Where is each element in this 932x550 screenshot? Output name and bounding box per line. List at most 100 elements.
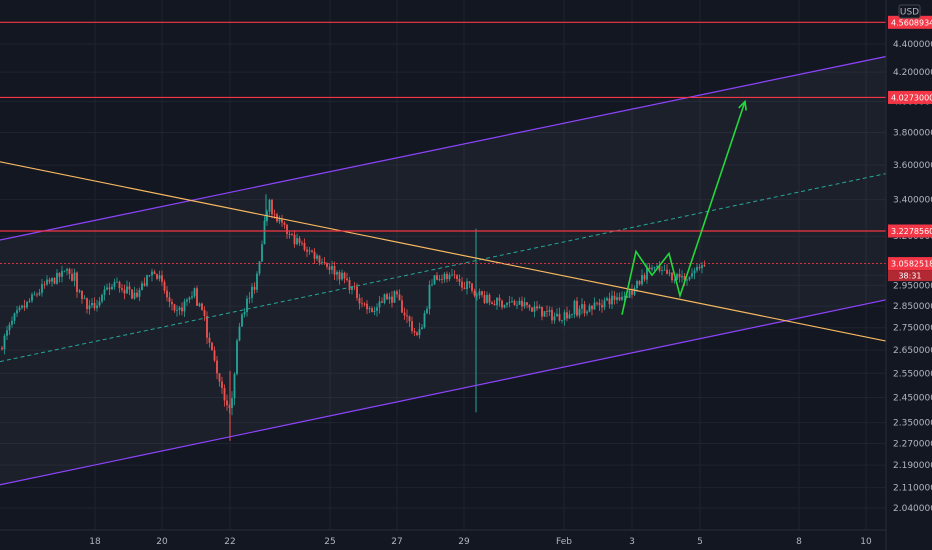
candle-body <box>493 304 496 306</box>
channel-upper-line[interactable] <box>0 55 887 241</box>
currency-box[interactable] <box>898 4 921 19</box>
candle-body <box>466 281 468 290</box>
candle-body <box>113 282 116 287</box>
candle-body <box>446 273 448 280</box>
candle-body <box>356 286 358 298</box>
projection-path[interactable] <box>621 99 747 315</box>
candle-body <box>136 292 138 297</box>
candle-body <box>148 275 151 277</box>
time-tick-label: 25 <box>324 537 335 547</box>
candle-body <box>368 308 371 310</box>
candle-body <box>568 314 571 319</box>
candle-body <box>698 267 701 269</box>
channel-lower-line[interactable] <box>0 299 887 486</box>
candle-body <box>391 296 393 303</box>
candle-body <box>398 294 401 301</box>
candle-body <box>1 347 3 350</box>
candle-body <box>408 316 411 322</box>
time-tick-label: 20 <box>156 537 168 547</box>
level-tag: 4.0273000 <box>891 93 932 102</box>
candle-body <box>521 300 523 307</box>
candle-body <box>108 287 111 290</box>
level-tag-bg <box>888 15 932 29</box>
candle-body <box>28 300 31 302</box>
candle-body <box>243 312 246 315</box>
candle-body <box>248 297 251 299</box>
candle-body <box>693 270 696 274</box>
candle-body <box>6 330 8 336</box>
candle-body <box>213 350 216 361</box>
candle-body <box>203 310 206 317</box>
candle-body <box>73 272 76 281</box>
candle-body <box>541 306 543 317</box>
candle-body <box>551 310 553 321</box>
candle-body <box>653 266 656 268</box>
candle-body <box>341 272 343 280</box>
candle-body <box>623 296 626 297</box>
candle-body <box>288 234 291 235</box>
candle-body <box>616 297 618 300</box>
candle-body <box>226 400 228 406</box>
price-tick-label: 4.2000000 <box>893 68 932 78</box>
candle-body <box>313 251 316 259</box>
candle-body <box>258 261 261 274</box>
time-tick-label: 5 <box>697 537 703 547</box>
candle-body <box>338 271 341 280</box>
candle-body <box>411 321 413 331</box>
candle-body <box>473 290 476 296</box>
candle-body <box>443 273 446 280</box>
time-tick-label: 8 <box>796 537 802 547</box>
candle-body <box>223 388 226 401</box>
candle-body <box>571 314 573 316</box>
candle-body <box>588 305 591 312</box>
trendline[interactable] <box>0 161 887 342</box>
candle-body <box>666 269 668 274</box>
candle-body <box>526 302 528 306</box>
candle-body <box>281 219 283 223</box>
candle-body <box>403 312 406 316</box>
time-axis[interactable]: 18 20 22 25 27 29 Feb 3 5 8 10 <box>89 537 872 547</box>
candle-body <box>231 398 233 409</box>
candle-body <box>301 242 303 244</box>
candle-body <box>441 279 443 280</box>
candle-body <box>393 291 396 303</box>
candle-body <box>686 279 688 281</box>
candle-body <box>98 301 101 306</box>
candle-body <box>71 273 73 281</box>
candle-body <box>208 337 211 343</box>
channel-midline[interactable] <box>0 173 887 363</box>
candle-body <box>671 272 673 281</box>
countdown-bg <box>888 270 932 282</box>
candle-body <box>58 272 61 277</box>
candle-body <box>388 296 391 300</box>
candle-body <box>211 342 213 351</box>
candle-body <box>561 320 563 321</box>
candle-body <box>578 308 581 316</box>
candle-body <box>373 310 376 313</box>
candle-body <box>516 304 518 306</box>
candle-body <box>378 301 381 308</box>
candle-body <box>93 302 96 309</box>
candle-body <box>83 298 86 300</box>
candle-body <box>681 276 683 278</box>
candle-body <box>683 276 686 280</box>
candle-body <box>628 290 631 298</box>
candle-body <box>401 300 403 313</box>
candle-body <box>676 273 678 280</box>
candle-body <box>448 274 451 280</box>
candle-body <box>478 291 481 296</box>
candle-body <box>426 308 428 314</box>
horizontal-levels <box>0 21 932 232</box>
candle-body <box>126 286 128 294</box>
candle-body <box>423 313 426 328</box>
candle-body <box>236 340 238 375</box>
candle-body <box>618 297 621 300</box>
candle-body <box>31 294 33 301</box>
candle-body <box>673 279 676 281</box>
candle-body <box>463 287 466 290</box>
time-tick-label: 22 <box>224 537 235 547</box>
candle-body <box>566 312 568 319</box>
candle-body <box>118 281 121 289</box>
candle-body <box>138 290 141 297</box>
